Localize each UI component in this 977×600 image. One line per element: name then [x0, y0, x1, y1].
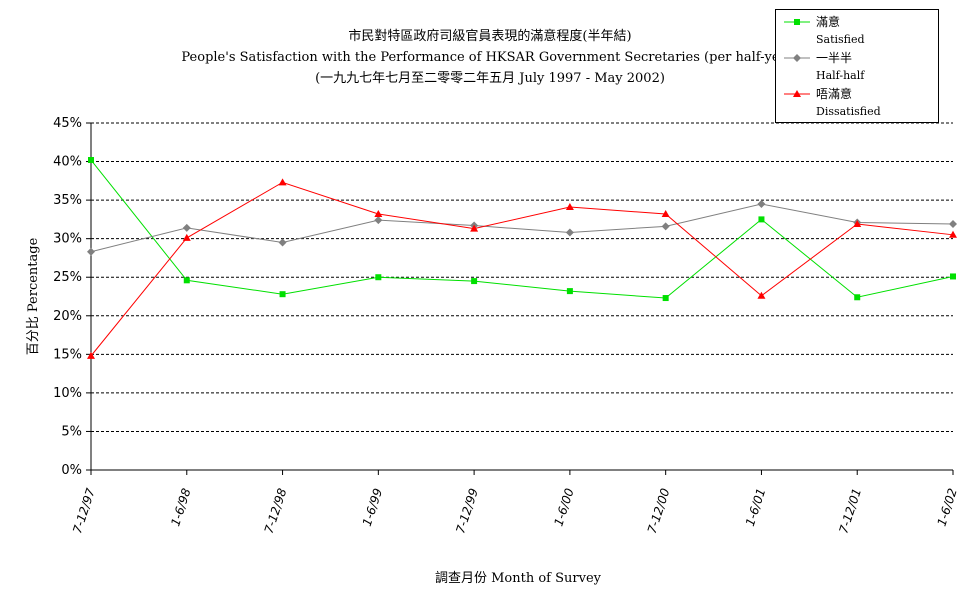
- y-axis-title: 百分比 Percentage: [26, 237, 41, 355]
- x-tick-labels: 7-12/97 1-6/98 7-12/98 1-6/99 7-12/99 1-6/00 7…: [70, 486, 960, 535]
- data-point: [278, 238, 287, 247]
- data-point: [853, 220, 862, 228]
- data-point: [183, 277, 190, 284]
- data-point: [182, 233, 191, 241]
- series-line: [90, 203, 954, 253]
- y-tick-label: 35%: [53, 193, 82, 208]
- data-point: [470, 224, 479, 232]
- series-line: [90, 181, 954, 357]
- series-dissatisfied: [87, 178, 957, 359]
- legend-item-dissatisfied: 唔滿意 Dissatisfied: [776, 86, 938, 122]
- y-tick-label: 40%: [53, 155, 82, 170]
- data-point: [950, 273, 956, 280]
- data-point: [375, 274, 382, 281]
- x-tick-label: 1-6/00: [551, 486, 576, 528]
- x-tick-label: 7-12/01: [836, 487, 864, 536]
- data-point: [949, 220, 957, 229]
- y-tick-label: 10%: [53, 386, 82, 401]
- legend-swatch-satisfied: [784, 19, 810, 25]
- y-tick-label: 0%: [61, 463, 82, 478]
- legend-item-satisfied: 滿意 Satisfied: [776, 14, 938, 50]
- chart-subtitle-period: (一九九七年七月至二零零二年五月 July 1997 - May 2002): [315, 71, 665, 86]
- chart-title-block: 市民對特區政府司級官員表現的滿意程度(半年結) People's Satisfa…: [120, 26, 860, 89]
- legend-swatch-dissatisfied: [784, 90, 810, 97]
- x-tick-label: 1-6/02: [935, 487, 960, 528]
- data-point: [87, 351, 95, 359]
- x-tick-label: 1-6/99: [360, 487, 385, 528]
- series-lines: [87, 157, 957, 359]
- x-tick-label: 7-12/00: [645, 486, 673, 535]
- data-point: [374, 209, 383, 217]
- legend-label-dissatisfied-en: Dissatisfied: [816, 105, 881, 118]
- axes: [86, 122, 954, 475]
- x-tick-label: 7-12/99: [453, 487, 481, 536]
- data-point: [661, 209, 670, 217]
- x-tick-label: 7-12/97: [70, 486, 98, 535]
- data-point: [278, 178, 287, 186]
- data-point: [88, 157, 94, 164]
- x-axis-title: 調查月份 Month of Survey: [435, 571, 602, 586]
- y-tick-label: 45%: [53, 116, 82, 131]
- series-line: [90, 159, 954, 299]
- x-tick-label: 1-6/98: [168, 486, 193, 528]
- data-point: [661, 222, 670, 231]
- data-point: [182, 223, 191, 232]
- data-point: [87, 247, 95, 256]
- data-point: [854, 294, 861, 301]
- data-point: [566, 288, 573, 295]
- data-point: [471, 278, 478, 285]
- data-point: [758, 216, 765, 223]
- data-point: [662, 295, 669, 302]
- legend-label-dissatisfied: 唔滿意: [816, 87, 853, 101]
- data-point: [279, 291, 286, 298]
- series-satisfied: [88, 157, 956, 302]
- legend-item-half-half: 一半半 Half-half: [776, 50, 938, 86]
- data-point: [949, 230, 957, 238]
- gridlines: [91, 122, 953, 432]
- legend-label-half-half: 一半半: [816, 51, 853, 65]
- data-point: [565, 203, 574, 211]
- legend-label-satisfied: 滿意: [816, 15, 841, 29]
- x-tick-label: 7-12/98: [262, 486, 290, 535]
- legend-swatch-half-half: [784, 54, 810, 62]
- y-tick-label: 30%: [53, 232, 82, 247]
- x-tick-label: 1-6/01: [743, 487, 768, 528]
- chart-title: 市民對特區政府司級官員表現的滿意程度(半年結): [348, 29, 632, 44]
- y-tick-label: 20%: [53, 309, 82, 324]
- data-point: [565, 228, 574, 237]
- data-point: [374, 216, 383, 225]
- y-tick-labels: 0% 5% 10% 15% 20% 25% 30% 35% 40% 45%: [53, 116, 82, 478]
- legend-label-half-half-en: Half-half: [816, 69, 865, 82]
- y-tick-label: 25%: [53, 270, 82, 285]
- legend-label-satisfied-en: Satisfied: [816, 33, 865, 46]
- chart-legend: 滿意 Satisfied 一半半 Half-half 唔滿意 Dissatisf…: [775, 9, 939, 123]
- chart-subtitle: People's Satisfaction with the Performan…: [181, 50, 799, 65]
- data-point: [757, 199, 766, 208]
- data-point: [757, 291, 766, 299]
- y-tick-label: 5%: [61, 424, 82, 439]
- y-tick-label: 15%: [53, 347, 82, 362]
